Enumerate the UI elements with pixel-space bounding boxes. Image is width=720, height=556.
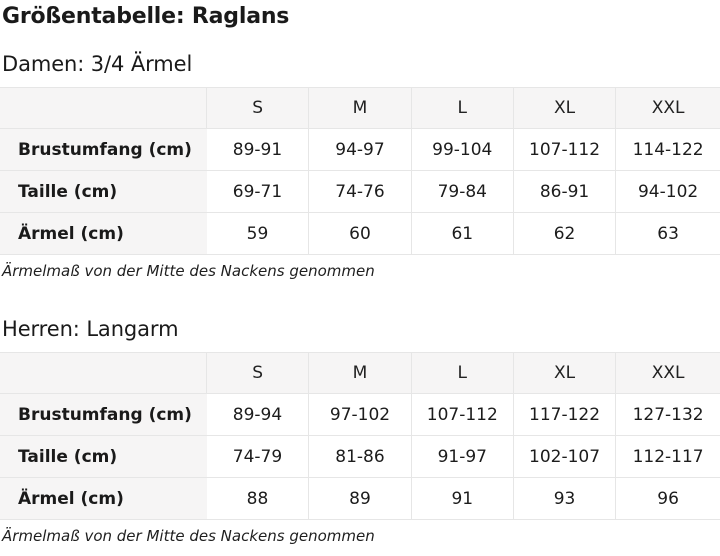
page-title: Größentabelle: Raglans bbox=[2, 4, 290, 29]
cell-taille-m: 74-76 bbox=[308, 170, 412, 213]
cell-brustumfang-s: 89-91 bbox=[206, 128, 309, 171]
cell-taille-xl: 86-91 bbox=[512, 170, 616, 213]
table-corner-cell bbox=[0, 87, 207, 129]
table-body-damen: Brustumfang (cm) 89-91 94-97 99-104 107-… bbox=[0, 128, 720, 255]
table-body-herren: Brustumfang (cm) 89-94 97-102 107-112 11… bbox=[0, 393, 720, 520]
cell-aermel-xxl: 96 bbox=[615, 477, 720, 520]
column-header-l: L bbox=[410, 352, 514, 394]
row-label-brustumfang: Brustumfang (cm) bbox=[0, 128, 207, 171]
cell-aermel-xl: 93 bbox=[512, 477, 616, 520]
row-label-taille: Taille (cm) bbox=[0, 435, 207, 478]
section-title-herren: Herren: Langarm bbox=[2, 317, 179, 341]
cell-aermel-m: 89 bbox=[308, 477, 412, 520]
cell-taille-m: 81-86 bbox=[308, 435, 412, 478]
table-row: Taille (cm) 69-71 74-76 79-84 86-91 94-1… bbox=[0, 170, 720, 213]
cell-taille-xl: 102-107 bbox=[512, 435, 616, 478]
cell-taille-xxl: 94-102 bbox=[615, 170, 720, 213]
table-header-damen: S M L XL XXL bbox=[0, 87, 720, 129]
cell-brustumfang-xl: 117-122 bbox=[512, 393, 616, 436]
table-row: Brustumfang (cm) 89-94 97-102 107-112 11… bbox=[0, 393, 720, 436]
cell-taille-l: 79-84 bbox=[410, 170, 514, 213]
row-label-taille: Taille (cm) bbox=[0, 170, 207, 213]
table-header-row: S M L XL XXL bbox=[0, 87, 720, 129]
size-chart-page: Größentabelle: Raglans Damen: 3/4 Ärmel … bbox=[0, 4, 720, 546]
footnote-herren: Ärmelmaß von der Mitte des Nackens genom… bbox=[2, 527, 375, 545]
cell-brustumfang-m: 94-97 bbox=[308, 128, 412, 171]
cell-aermel-xxl: 63 bbox=[615, 212, 720, 255]
column-header-m: M bbox=[308, 352, 412, 394]
column-header-xxl: XXL bbox=[615, 352, 720, 394]
cell-aermel-l: 91 bbox=[410, 477, 514, 520]
row-label-brustumfang: Brustumfang (cm) bbox=[0, 393, 207, 436]
cell-taille-s: 74-79 bbox=[206, 435, 309, 478]
row-label-aermel: Ärmel (cm) bbox=[0, 477, 207, 520]
cell-aermel-xl: 62 bbox=[512, 212, 616, 255]
table-corner-cell bbox=[0, 352, 207, 394]
table-row: Brustumfang (cm) 89-91 94-97 99-104 107-… bbox=[0, 128, 720, 171]
cell-brustumfang-xl: 107-112 bbox=[512, 128, 616, 171]
cell-aermel-s: 88 bbox=[206, 477, 309, 520]
table-row: Ärmel (cm) 88 89 91 93 96 bbox=[0, 477, 720, 520]
cell-aermel-l: 61 bbox=[410, 212, 514, 255]
cell-aermel-m: 60 bbox=[308, 212, 412, 255]
size-table-herren: S M L XL XXL Brustumfang (cm) 89-94 97-1… bbox=[0, 352, 720, 520]
cell-taille-xxl: 112-117 bbox=[615, 435, 720, 478]
cell-brustumfang-l: 107-112 bbox=[410, 393, 514, 436]
cell-aermel-s: 59 bbox=[206, 212, 309, 255]
cell-taille-s: 69-71 bbox=[206, 170, 309, 213]
cell-brustumfang-xxl: 114-122 bbox=[615, 128, 720, 171]
cell-brustumfang-xxl: 127-132 bbox=[615, 393, 720, 436]
row-label-aermel: Ärmel (cm) bbox=[0, 212, 207, 255]
table-row: Ärmel (cm) 59 60 61 62 63 bbox=[0, 212, 720, 255]
column-header-s: S bbox=[206, 352, 309, 394]
cell-brustumfang-m: 97-102 bbox=[308, 393, 412, 436]
table-row: Taille (cm) 74-79 81-86 91-97 102-107 11… bbox=[0, 435, 720, 478]
cell-brustumfang-s: 89-94 bbox=[206, 393, 309, 436]
section-herren: Herren: Langarm S M L XL XXL bbox=[0, 317, 720, 546]
column-header-xl: XL bbox=[512, 352, 616, 394]
cell-taille-l: 91-97 bbox=[410, 435, 514, 478]
footnote-damen: Ärmelmaß von der Mitte des Nackens genom… bbox=[2, 262, 375, 280]
section-damen: Damen: 3/4 Ärmel S M L XL XXL bbox=[0, 52, 720, 281]
column-header-xxl: XXL bbox=[615, 87, 720, 129]
column-header-l: L bbox=[410, 87, 514, 129]
table-header-row: S M L XL XXL bbox=[0, 352, 720, 394]
size-table-damen: S M L XL XXL Brustumfang (cm) 89-91 94-9… bbox=[0, 87, 720, 255]
cell-brustumfang-l: 99-104 bbox=[410, 128, 514, 171]
column-header-m: M bbox=[308, 87, 412, 129]
section-title-damen: Damen: 3/4 Ärmel bbox=[2, 52, 193, 76]
table-header-herren: S M L XL XXL bbox=[0, 352, 720, 394]
column-header-s: S bbox=[206, 87, 309, 129]
column-header-xl: XL bbox=[512, 87, 616, 129]
